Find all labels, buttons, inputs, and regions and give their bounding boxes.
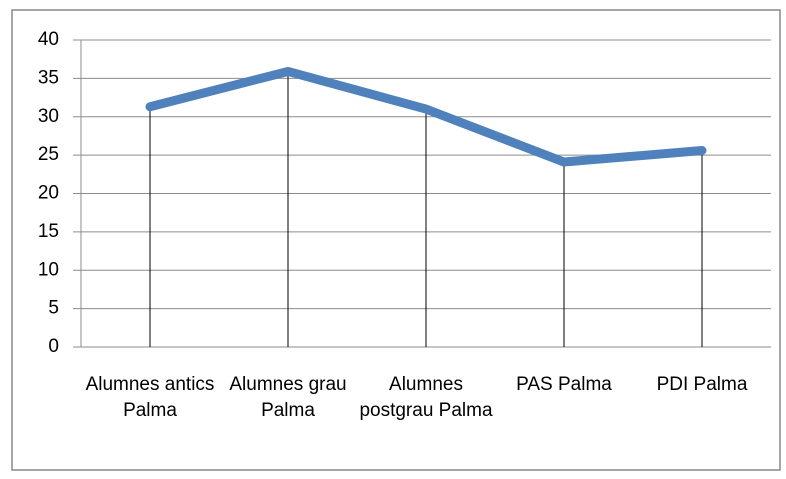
chart-border xyxy=(11,9,781,471)
y-tick-label: 15 xyxy=(38,221,59,242)
x-tick-label: Alumnes antics Palma xyxy=(85,374,215,421)
y-tick-label: 30 xyxy=(38,106,59,127)
series-line xyxy=(145,66,707,167)
y-tick-label: 10 xyxy=(38,259,59,280)
y-tick-label: 35 xyxy=(38,67,59,88)
y-tick-label: 0 xyxy=(48,336,59,357)
y-tick-label: 40 xyxy=(38,29,59,50)
x-tick-label: PAS Palma xyxy=(516,374,612,395)
y-tick-label: 25 xyxy=(38,144,59,165)
y-tick-label: 5 xyxy=(48,298,59,319)
x-tick-label: Alumnes grau Palma xyxy=(229,374,347,421)
x-tick-label: Alumnes postgrau Palma xyxy=(359,374,493,421)
x-tick-label: PDI Palma xyxy=(656,374,748,395)
y-tick-label: 20 xyxy=(38,183,59,204)
